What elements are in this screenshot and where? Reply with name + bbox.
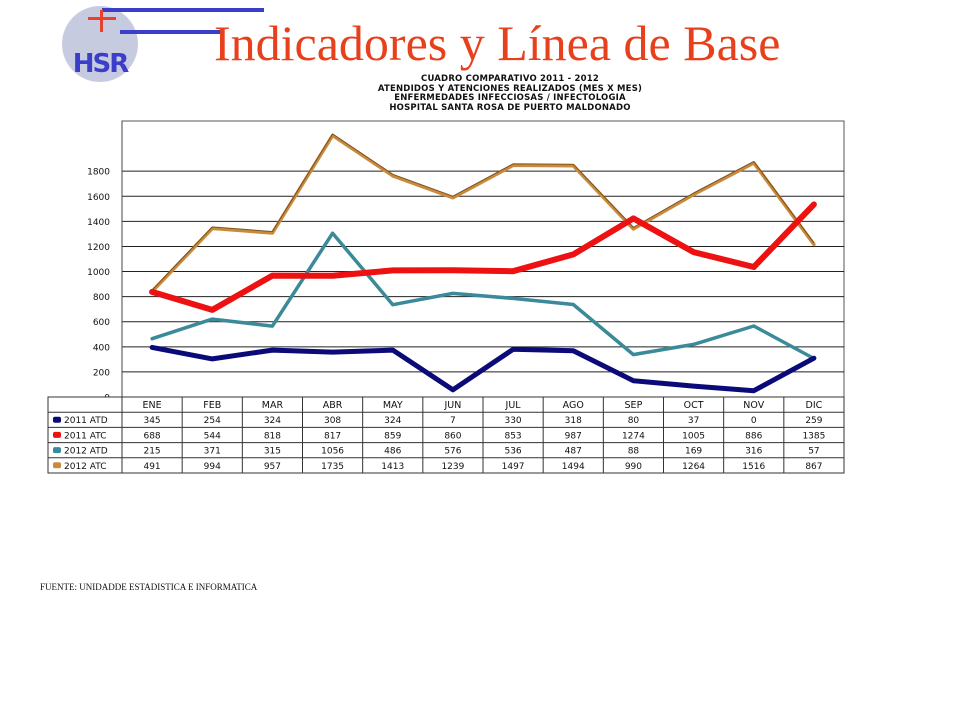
data-label: 886: [745, 431, 762, 441]
data-label: 259: [805, 416, 822, 426]
y-tick-label-1600: 1600: [87, 193, 110, 203]
data-label: 987: [565, 431, 582, 441]
data-label: 88: [628, 447, 640, 457]
x-tick-label-dic: DIC: [806, 400, 823, 411]
chart-title-block: CUADRO COMPARATIVO 2011 - 2012 ATENDIDOS…: [300, 74, 720, 113]
logo-top-bar: [102, 8, 264, 12]
data-label: 324: [384, 416, 401, 426]
logo-mid-bar: [120, 30, 220, 34]
data-label: 1385: [802, 431, 825, 441]
y-tick-label-1200: 1200: [87, 243, 110, 253]
data-label: 853: [504, 431, 521, 441]
y-tick-label-1800: 1800: [87, 168, 110, 178]
series-line-2011-atd: [149, 344, 817, 394]
data-label: 536: [504, 447, 521, 457]
y-tick-label-800: 800: [93, 293, 110, 303]
legend-swatch-2012-atd: [53, 447, 61, 454]
logo-text: HSR: [73, 49, 129, 79]
series-line-2012-atc-shadow: [151, 133, 815, 291]
data-label: 330: [504, 416, 521, 426]
y-tick-label-1400: 1400: [87, 218, 110, 228]
x-tick-label-sep: SEP: [625, 400, 643, 411]
chart-title-line-2: ATENDIDOS Y ATENCIONES REALIZADOS (MES X…: [377, 83, 643, 94]
data-label: 1239: [441, 462, 464, 472]
x-tick-label-may: MAY: [383, 400, 403, 411]
data-label: 867: [805, 462, 822, 472]
data-label: 576: [444, 447, 461, 457]
y-tick-label-1000: 1000: [87, 268, 110, 278]
data-label: 1494: [562, 462, 585, 472]
x-tick-label-jul: JUL: [505, 400, 522, 411]
legend-label-2012-atd: 2012 ATD: [64, 447, 108, 457]
x-tick-label-nov: NOV: [743, 400, 764, 411]
data-label: 324: [264, 416, 281, 426]
data-label: 37: [688, 416, 699, 426]
x-tick-label-ago: AGO: [563, 400, 584, 411]
data-label: 957: [264, 462, 281, 472]
x-tick-label-feb: FEB: [203, 400, 221, 411]
y-tick-label-400: 400: [93, 343, 110, 353]
x-tick-label-ene: ENE: [143, 400, 162, 411]
series-line-2012-atd: [150, 231, 816, 361]
x-tick-label-oct: OCT: [684, 400, 704, 411]
data-label: 487: [565, 447, 582, 457]
data-label: 345: [143, 416, 160, 426]
data-label: 318: [565, 416, 582, 426]
legend-label-2011-atd: 2011 ATD: [64, 416, 108, 426]
chart-title-line-1: CUADRO COMPARATIVO 2011 - 2012: [421, 74, 599, 84]
data-label: 254: [204, 416, 221, 426]
data-label: 544: [204, 431, 221, 441]
data-label: 990: [625, 462, 642, 472]
data-label: 994: [204, 462, 221, 472]
y-tick-label-200: 200: [93, 368, 110, 378]
data-label: 817: [324, 431, 341, 441]
series-line-2012-atc: [150, 133, 816, 294]
data-label: 688: [143, 431, 160, 441]
data-label: 80: [628, 416, 640, 426]
logo-cross-v: [100, 10, 103, 32]
legend-label-2012-atc: 2012 ATC: [64, 462, 106, 472]
data-label: 1005: [682, 431, 705, 441]
x-tick-label-mar: MAR: [262, 400, 284, 411]
data-label: 491: [143, 462, 160, 472]
data-label: 486: [384, 447, 401, 457]
data-label: 1497: [502, 462, 525, 472]
data-label: 316: [745, 447, 762, 457]
legend-label-2011-atc: 2011 ATC: [64, 431, 106, 441]
data-label: 315: [264, 447, 281, 457]
data-label: 57: [808, 447, 819, 457]
chart-title-line-3: ENFERMEDADES INFECCIOSAS / INFECTOLOGIA: [394, 93, 626, 104]
logo-cross-h: [88, 17, 116, 20]
data-label: 7: [450, 416, 456, 426]
data-label: 860: [444, 431, 461, 441]
y-tick-label-600: 600: [93, 318, 110, 328]
data-label: 859: [384, 431, 401, 441]
data-label: 1264: [682, 462, 705, 472]
slide-title: Indicadores y Línea de Base: [214, 15, 781, 71]
data-label: 1516: [742, 462, 765, 472]
legend-swatch-2011-atc: [53, 431, 61, 438]
data-label: 371: [204, 447, 221, 457]
data-label: 215: [143, 447, 160, 457]
x-tick-label-jun: JUN: [443, 400, 461, 411]
data-label: 169: [685, 447, 702, 457]
legend-swatch-2011-atd: [53, 416, 61, 423]
hospital-logo: HSR: [62, 6, 264, 82]
data-table: [47, 396, 845, 474]
x-tick-label-abr: ABR: [323, 400, 343, 411]
data-label: 1274: [622, 431, 645, 441]
data-label: 1056: [321, 447, 344, 457]
data-label: 0: [751, 416, 757, 426]
legend-swatch-2012-atc: [53, 462, 61, 469]
source-note: FUENTE: UNIDADDE ESTADISTICA E INFORMATI…: [40, 582, 258, 592]
data-label: 1735: [321, 462, 344, 472]
data-label: 818: [264, 431, 281, 441]
data-label: 1413: [381, 462, 404, 472]
data-label: 308: [324, 416, 341, 426]
chart-title-line-4: HOSPITAL SANTA ROSA DE PUERTO MALDONADO: [389, 102, 631, 113]
logo-circle: [62, 6, 138, 82]
series-line-2011-atc: [149, 201, 817, 313]
